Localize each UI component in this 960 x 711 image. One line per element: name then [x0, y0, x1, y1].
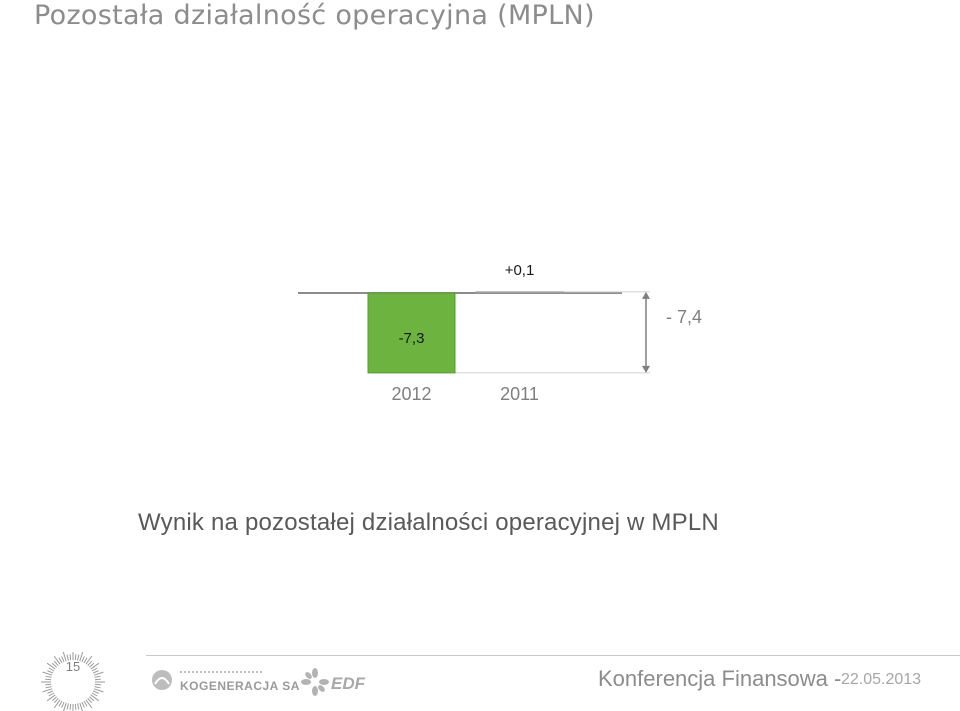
sunburst-ray	[69, 654, 72, 661]
sunburst-ray	[94, 683, 101, 686]
category-label-2011: 2011	[500, 384, 539, 404]
sunburst-ray	[45, 675, 52, 678]
sunburst-ray	[61, 701, 65, 708]
sunburst-ray	[87, 698, 93, 704]
sunburst-ray	[79, 652, 84, 662]
sunburst-ray	[85, 655, 93, 665]
sunburst-ray	[89, 696, 95, 702]
sunburst-ray	[53, 660, 59, 666]
sunburst-ray	[58, 700, 63, 707]
sunburst-ray	[85, 699, 93, 709]
sunburst-ray	[62, 652, 67, 662]
sunburst-ray	[81, 656, 85, 663]
sunburst-ray	[93, 688, 104, 693]
sunburst-ray	[74, 703, 77, 710]
sunburst-ray	[42, 688, 53, 693]
kogeneracja-logo-tagline	[180, 671, 262, 676]
sunburst-ray	[66, 703, 69, 710]
bar-chart: -7,3 +0,1 2012 2011 - 7,4	[298, 262, 702, 404]
sunburst-ray	[53, 699, 61, 709]
sunburst-ray	[53, 698, 59, 704]
sunburst-ray	[87, 660, 93, 666]
edf-logo-icon	[301, 668, 329, 696]
sunburst-ray	[58, 657, 63, 664]
sunburst-ray	[45, 686, 52, 689]
sunburst-ray	[93, 671, 104, 676]
sunburst-ray	[94, 675, 101, 678]
data-label-2011: +0,1	[505, 262, 535, 279]
bar-2012	[367, 292, 456, 374]
conference-date: 22.05.2013	[841, 671, 922, 688]
sunburst-ray	[48, 692, 55, 697]
conference-name: Konferencja Finansowa -	[598, 666, 842, 691]
sunburst-ray	[69, 703, 72, 710]
chart-caption: Wynik na pozostałej działalności operacy…	[138, 509, 719, 536]
sunburst-ray	[51, 696, 57, 702]
sunburst-ray	[46, 662, 56, 670]
sunburst-ray	[47, 670, 54, 674]
sunburst-ray	[66, 654, 69, 661]
sunburst-ray	[77, 654, 80, 661]
slide-title: Pozostała działalność operacyjna (MPLN)	[34, 0, 595, 31]
sunburst-ray	[48, 667, 55, 672]
sunburst-ray	[94, 686, 101, 689]
sunburst-ray	[91, 667, 98, 672]
category-label-2012: 2012	[391, 384, 431, 404]
kogeneracja-logo-icon	[152, 670, 172, 690]
sunburst-ray	[45, 683, 52, 686]
footer-divider	[146, 655, 960, 656]
sunburst-ray	[90, 694, 100, 702]
sunburst-ray	[92, 670, 99, 674]
edf-logo-text: EDF	[331, 674, 365, 693]
data-label-2012: -7,3	[399, 330, 425, 347]
sunburst-ray	[91, 692, 98, 697]
sunburst-ray	[42, 671, 53, 676]
sunburst-ray	[47, 690, 54, 694]
sunburst-ray	[92, 690, 99, 694]
sunburst-ray	[83, 700, 88, 707]
sunburst-ray	[61, 656, 65, 663]
sunburst-ray	[45, 678, 52, 681]
dimension-arrow-down-icon	[642, 365, 650, 373]
sunburst-ray	[94, 678, 101, 681]
sunburst-ray	[89, 662, 95, 668]
sunburst-ray	[46, 694, 56, 702]
bar-2011	[475, 291, 564, 294]
sunburst-decoration-icon	[41, 652, 105, 711]
sunburst-ray	[51, 662, 57, 668]
page-number: 15	[65, 659, 81, 674]
sunburst-ray	[83, 657, 88, 664]
kogeneracja-logo-text: KOGENERACJA SA	[180, 679, 300, 693]
sunburst-ray	[90, 662, 100, 670]
difference-label: - 7,4	[666, 307, 702, 327]
dimension-arrow-up-icon	[642, 291, 650, 299]
sunburst-ray	[74, 654, 77, 661]
sunburst-ray	[81, 701, 85, 708]
sunburst-ray	[53, 655, 61, 665]
sunburst-ray	[77, 703, 80, 710]
